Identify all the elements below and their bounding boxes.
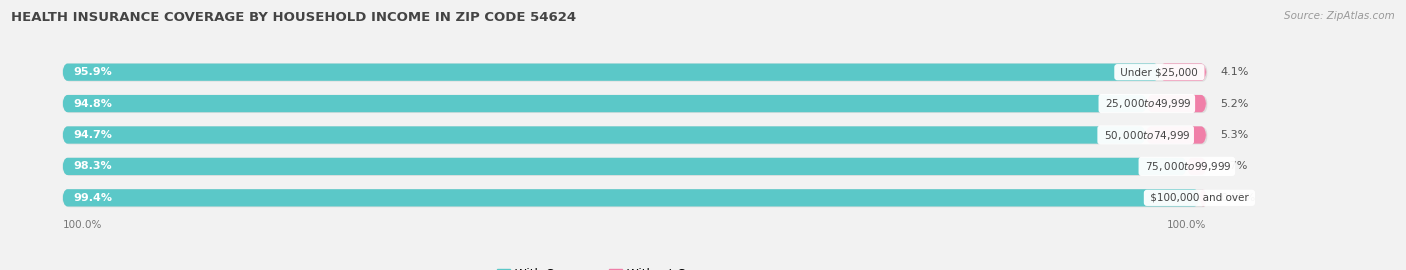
Text: 100.0%: 100.0%: [1167, 221, 1206, 231]
Text: HEALTH INSURANCE COVERAGE BY HOUSEHOLD INCOME IN ZIP CODE 54624: HEALTH INSURANCE COVERAGE BY HOUSEHOLD I…: [11, 11, 576, 24]
FancyBboxPatch shape: [1199, 189, 1206, 207]
FancyBboxPatch shape: [65, 127, 1208, 144]
FancyBboxPatch shape: [62, 158, 1206, 175]
Text: 1.7%: 1.7%: [1220, 161, 1249, 171]
Text: 5.3%: 5.3%: [1220, 130, 1249, 140]
Text: Under $25,000: Under $25,000: [1118, 67, 1201, 77]
FancyBboxPatch shape: [62, 63, 1206, 81]
FancyBboxPatch shape: [65, 158, 1208, 176]
FancyBboxPatch shape: [62, 158, 1187, 175]
Text: $75,000 to $99,999: $75,000 to $99,999: [1142, 160, 1232, 173]
FancyBboxPatch shape: [1187, 158, 1206, 175]
Text: $50,000 to $74,999: $50,000 to $74,999: [1101, 129, 1191, 141]
FancyBboxPatch shape: [1147, 95, 1206, 112]
Text: 95.9%: 95.9%: [75, 67, 112, 77]
Text: 0.65%: 0.65%: [1220, 193, 1256, 203]
FancyBboxPatch shape: [65, 96, 1208, 113]
FancyBboxPatch shape: [62, 189, 1206, 207]
Text: 98.3%: 98.3%: [75, 161, 112, 171]
Text: 94.8%: 94.8%: [75, 99, 112, 109]
FancyBboxPatch shape: [62, 63, 1160, 81]
FancyBboxPatch shape: [62, 126, 1206, 144]
Legend: With Coverage, Without Coverage: With Coverage, Without Coverage: [496, 268, 734, 270]
FancyBboxPatch shape: [65, 64, 1208, 82]
Text: 94.7%: 94.7%: [75, 130, 112, 140]
FancyBboxPatch shape: [62, 189, 1199, 207]
Text: 5.2%: 5.2%: [1220, 99, 1249, 109]
Text: 4.1%: 4.1%: [1220, 67, 1249, 77]
Text: 99.4%: 99.4%: [75, 193, 112, 203]
Text: Source: ZipAtlas.com: Source: ZipAtlas.com: [1284, 11, 1395, 21]
FancyBboxPatch shape: [62, 126, 1146, 144]
Text: $100,000 and over: $100,000 and over: [1147, 193, 1251, 203]
Text: 100.0%: 100.0%: [62, 221, 101, 231]
FancyBboxPatch shape: [1146, 126, 1206, 144]
FancyBboxPatch shape: [62, 95, 1147, 112]
FancyBboxPatch shape: [62, 95, 1206, 112]
Text: $25,000 to $49,999: $25,000 to $49,999: [1102, 97, 1192, 110]
FancyBboxPatch shape: [65, 190, 1208, 207]
FancyBboxPatch shape: [1160, 63, 1206, 81]
